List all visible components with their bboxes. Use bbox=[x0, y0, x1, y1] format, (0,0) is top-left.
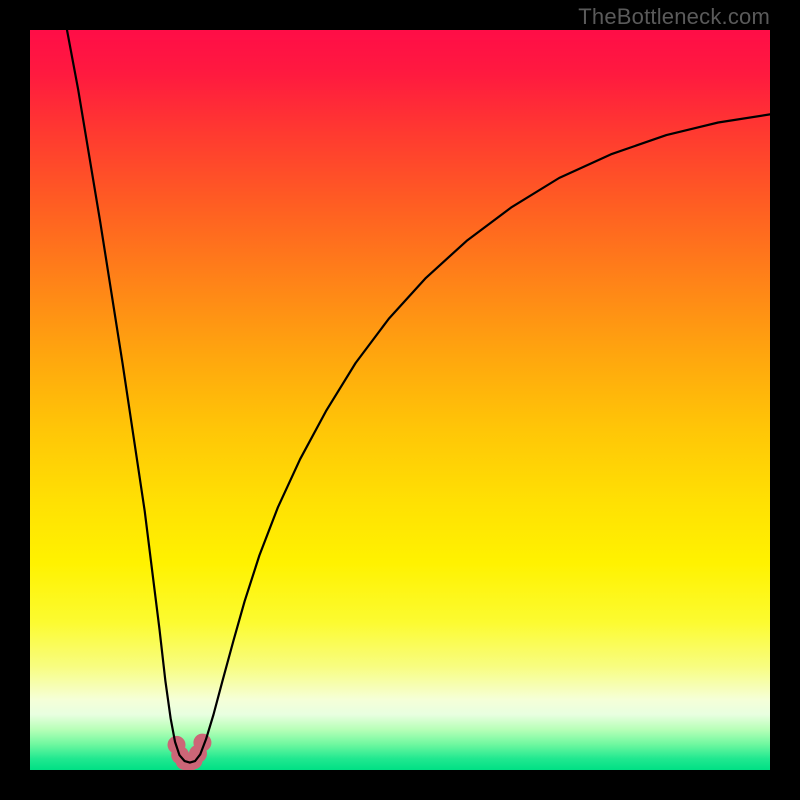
chart-stage: TheBottleneck.com bbox=[0, 0, 800, 800]
bottleneck-curve bbox=[67, 30, 770, 763]
curve-layer bbox=[30, 30, 770, 770]
plot-area bbox=[30, 30, 770, 770]
watermark-text: TheBottleneck.com bbox=[578, 4, 770, 30]
